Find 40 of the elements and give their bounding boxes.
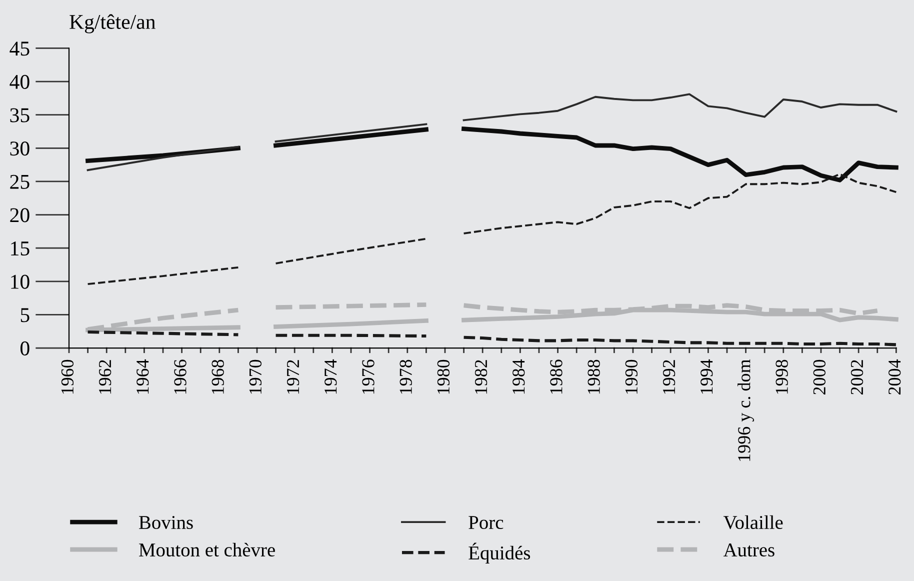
y-tick-label: 45 bbox=[10, 42, 30, 56]
x-tick-label: 1988 bbox=[588, 360, 600, 394]
x-tick-label: 2002 bbox=[850, 360, 864, 394]
x-tick-label: 1984 bbox=[512, 359, 525, 394]
legend-label: Mouton et chèvre bbox=[139, 542, 275, 557]
y-tick-label: 15 bbox=[11, 242, 30, 256]
y-tick-label: 25 bbox=[10, 174, 30, 189]
x-tick-label: 1968 bbox=[212, 360, 224, 394]
x-tick-label: 2004 bbox=[888, 359, 901, 394]
x-tick-label: 2000 bbox=[813, 360, 826, 394]
legend-label: Porc bbox=[468, 516, 504, 530]
legend-label: Autres bbox=[723, 544, 774, 557]
x-tick-label: 1978 bbox=[400, 360, 412, 394]
x-tick-label: 1980 bbox=[437, 360, 450, 394]
x-tick-label: 1966 bbox=[174, 360, 186, 394]
x-tick-label: 1990 bbox=[625, 360, 638, 394]
legend-label: Bovins bbox=[139, 516, 193, 530]
y-tick-label: 30 bbox=[10, 142, 30, 156]
x-tick-label: 1960 bbox=[61, 360, 74, 394]
x-tick-label: 1962 bbox=[98, 360, 112, 394]
x-tick-label: 1996 y c. dom bbox=[738, 359, 754, 461]
x-tick-label: 1992 bbox=[662, 360, 676, 394]
x-tick-label: 1986 bbox=[550, 360, 562, 394]
y-tick-label: 20 bbox=[10, 208, 30, 222]
y-tick-label: 0 bbox=[20, 341, 30, 356]
x-tick-label: 1974 bbox=[324, 359, 337, 394]
x-tick-label: 1994 bbox=[700, 359, 713, 394]
x-tick-label: 1976 bbox=[362, 360, 374, 394]
x-tick-label: 1972 bbox=[286, 360, 300, 394]
x-tick-label: 1982 bbox=[474, 360, 488, 394]
x-tick-label: 1998 bbox=[776, 360, 788, 394]
legend-label: Équidés bbox=[468, 542, 530, 564]
x-tick-label: 1964 bbox=[136, 359, 149, 394]
x-tick-label: 1970 bbox=[249, 360, 262, 394]
y-tick-label: 35 bbox=[10, 108, 30, 122]
y-tick-label: 10 bbox=[11, 274, 30, 289]
y-tick-label: 40 bbox=[10, 74, 30, 89]
legend-label: Volaille bbox=[723, 515, 783, 530]
y-tick-label: 5 bbox=[20, 308, 30, 322]
y-axis-title: Kg/tête/an bbox=[70, 14, 156, 34]
